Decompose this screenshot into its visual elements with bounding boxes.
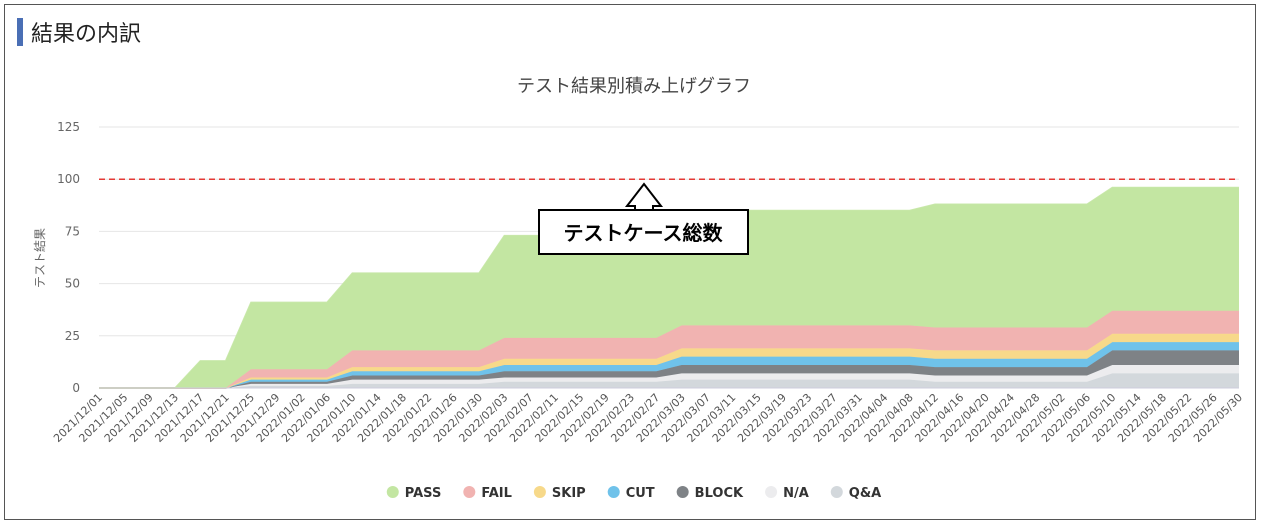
legend-marker (765, 486, 778, 498)
area-series-skip (99, 333, 1239, 388)
area-series-fail (99, 310, 1239, 388)
section-header: 結果の内訳 (17, 17, 141, 47)
legend-marker (676, 486, 689, 498)
annotation-arrow (624, 182, 664, 211)
legend-label: PASS (405, 486, 442, 501)
legend-label: N/A (783, 486, 809, 501)
legend-item-block[interactable]: BLOCK (676, 486, 744, 501)
legend-item-qa[interactable]: Q&A (830, 486, 881, 501)
legend-label: CUT (626, 486, 655, 501)
legend-marker (607, 486, 620, 498)
legend-item-skip[interactable]: SKIP (533, 486, 586, 501)
legend-marker (533, 486, 546, 498)
legend-label: SKIP (552, 486, 586, 501)
chart-title: テスト結果別積み上げグラフ (517, 76, 751, 97)
legend-marker (386, 486, 399, 498)
legend-item-na[interactable]: N/A (765, 486, 809, 501)
legend-marker (830, 486, 843, 498)
annotation-text: テストケース総数 (564, 221, 724, 245)
legend-label: BLOCK (695, 486, 744, 501)
area-series-pass (99, 187, 1239, 388)
area-series-na (99, 365, 1239, 388)
section-title: 結果の内訳 (31, 22, 142, 47)
legend-label: Q&A (849, 486, 881, 501)
y-axis-label: テスト結果 (33, 228, 47, 288)
legend-item-pass[interactable]: PASS (386, 486, 442, 501)
legend-item-fail[interactable]: FAIL (463, 486, 512, 501)
annotation-callout: テストケース総数 (538, 182, 749, 255)
annotation-box (538, 209, 749, 255)
y-tick-label: 125 (57, 120, 80, 134)
y-tick-label: 100 (57, 172, 80, 186)
legend-marker (463, 486, 476, 498)
legend-label: FAIL (481, 486, 512, 501)
section-accent-bar (17, 18, 23, 46)
area-series-block (99, 350, 1239, 388)
y-tick-label: 0 (72, 381, 80, 395)
y-tick-label: 50 (65, 277, 80, 291)
y-tick-label: 75 (65, 224, 80, 238)
y-tick-label: 25 (65, 329, 80, 343)
legend-item-cut[interactable]: CUT (607, 486, 655, 501)
area-series-cut (99, 342, 1239, 388)
